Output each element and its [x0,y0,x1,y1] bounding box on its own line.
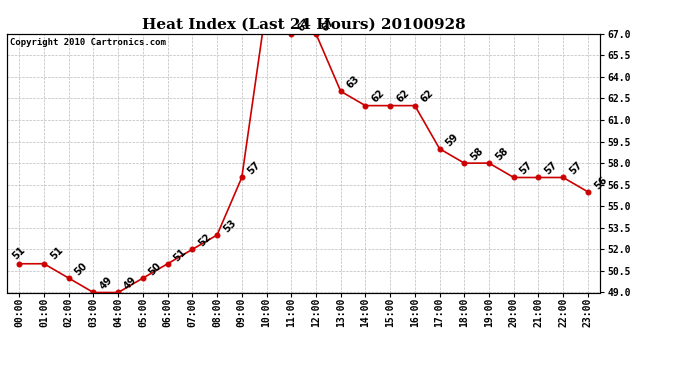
Text: 50: 50 [147,261,164,278]
Text: 58: 58 [493,146,510,162]
Text: 51: 51 [172,246,188,263]
Text: 56: 56 [592,174,609,191]
Text: 67: 67 [295,16,312,33]
Text: 53: 53 [221,217,238,234]
Text: 49: 49 [97,275,115,292]
Text: 63: 63 [345,74,362,90]
Text: 62: 62 [394,88,411,105]
Text: 67: 67 [320,16,337,33]
Title: Heat Index (Last 24 Hours) 20100928: Heat Index (Last 24 Hours) 20100928 [141,17,466,31]
Text: 51: 51 [11,245,28,262]
Text: Copyright 2010 Cartronics.com: Copyright 2010 Cartronics.com [10,38,166,46]
Text: 69: 69 [0,374,1,375]
Text: 50: 50 [73,261,90,278]
Text: 59: 59 [444,131,460,148]
Text: 57: 57 [567,160,584,177]
Text: 51: 51 [48,245,65,262]
Text: 57: 57 [518,160,535,177]
Text: 52: 52 [197,232,213,249]
Text: 62: 62 [370,88,386,105]
Text: 57: 57 [542,160,560,177]
Text: 57: 57 [246,160,263,177]
Text: 58: 58 [469,146,485,162]
Text: 62: 62 [419,88,435,105]
Text: 49: 49 [122,275,139,292]
